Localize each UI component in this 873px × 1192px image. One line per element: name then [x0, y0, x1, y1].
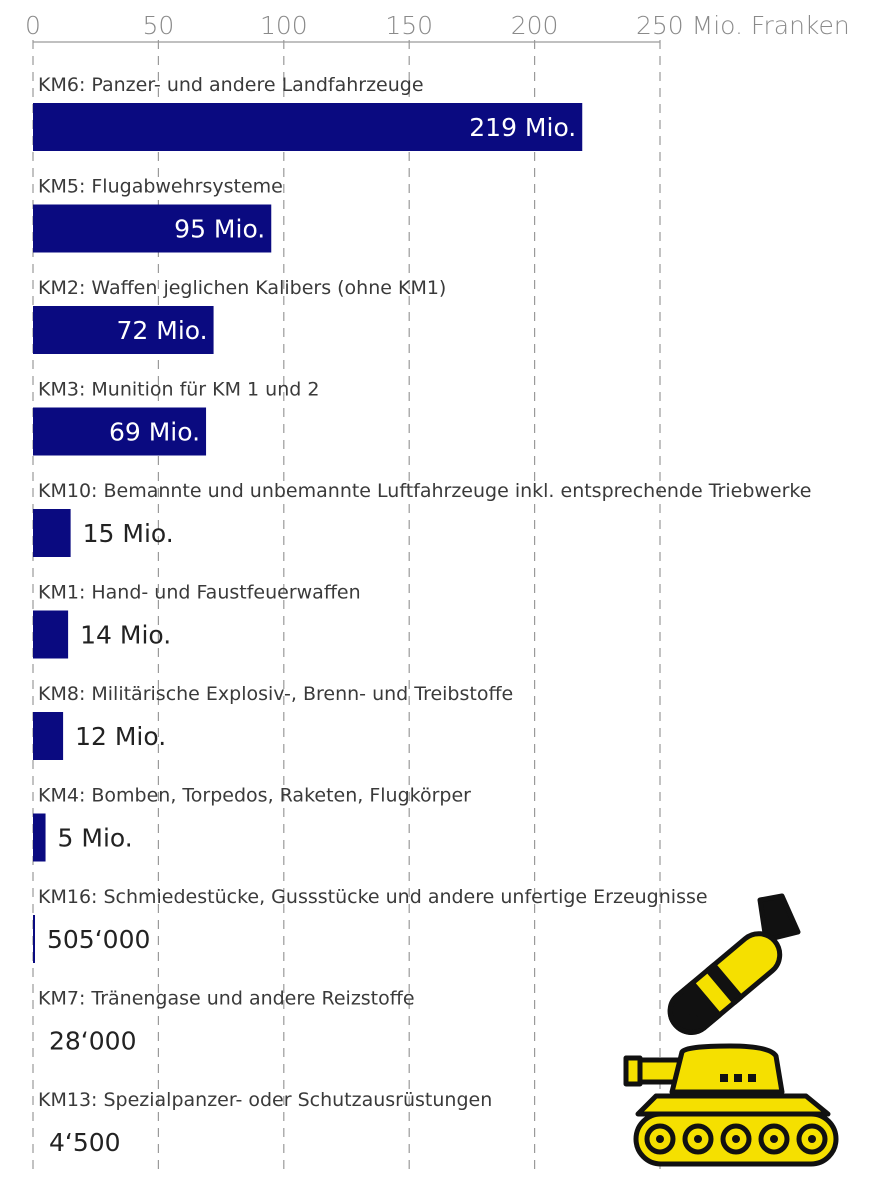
bar [33, 610, 69, 659]
category-label: KM2: Waffen jeglichen Kalibers (ohne KM1… [38, 277, 446, 299]
bar [33, 813, 46, 862]
value-label: 4‘500 [49, 1128, 121, 1157]
tank-icon [623, 1043, 839, 1167]
illustration [623, 893, 839, 1167]
x-tick-label: 50 [142, 11, 174, 40]
category-label: KM13: Spezialpanzer- oder Schutzausrüstu… [38, 1089, 492, 1111]
bar [33, 915, 35, 963]
category-label: KM4: Bomben, Torpedos, Raketen, Flugkörp… [38, 785, 471, 807]
value-label: 5 Mio. [58, 824, 133, 853]
value-label: 95 Mio. [174, 215, 265, 244]
value-label: 505‘000 [47, 925, 150, 954]
category-label: KM6: Panzer- und andere Landfahrzeuge [38, 74, 424, 96]
value-label: 69 Mio. [109, 418, 200, 447]
x-tick-label: 100 [260, 11, 308, 40]
x-tick-label: 200 [511, 11, 559, 40]
category-label: KM1: Hand- und Faustfeuerwaffen [38, 582, 361, 604]
value-label: 72 Mio. [116, 316, 207, 345]
bar [33, 306, 214, 354]
x-tick-label: 150 [385, 11, 433, 40]
x-tick-label: 0 [25, 11, 41, 40]
value-label: 15 Mio. [83, 519, 174, 548]
x-tick-label: 250 Mio. Franken [636, 11, 850, 40]
bar [33, 712, 64, 760]
category-label: KM5: Flugabwehrsysteme [38, 176, 283, 198]
category-label: KM3: Munition für KM 1 und 2 [38, 379, 319, 401]
bar [33, 204, 272, 253]
bar [33, 509, 71, 557]
value-label: 12 Mio. [75, 722, 166, 751]
category-label: KM16: Schmiedestücke, Gussstücke und and… [38, 886, 708, 908]
bar [33, 407, 207, 456]
value-label: 14 Mio. [80, 621, 171, 650]
category-label: KM8: Militärische Explosiv-, Brenn- und … [38, 683, 513, 705]
value-label: 28‘000 [49, 1027, 136, 1056]
category-label: KM10: Bemannte und unbemannte Luftfahrze… [38, 480, 811, 502]
bar [33, 103, 583, 151]
value-label: 219 Mio. [469, 113, 576, 142]
category-label: KM7: Tränengase und andere Reizstoffe [38, 988, 415, 1010]
bomb-icon [667, 893, 801, 1036]
